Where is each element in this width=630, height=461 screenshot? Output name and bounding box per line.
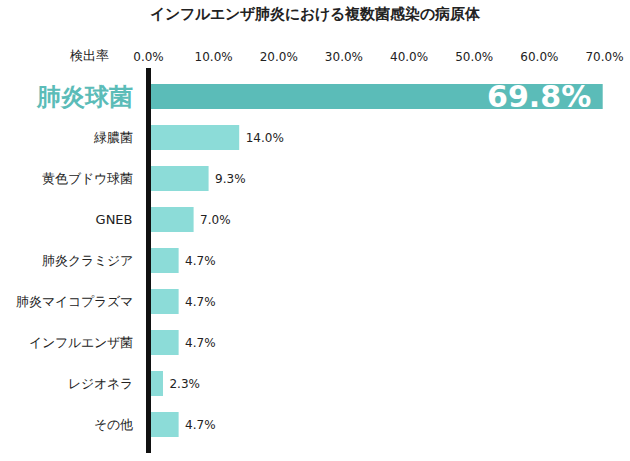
svg-text:7.0%: 7.0%: [200, 213, 231, 227]
svg-text:インフルエンザ菌: インフルエンザ菌: [29, 335, 133, 350]
svg-text:14.0%: 14.0%: [246, 131, 284, 145]
svg-text:69.8%: 69.8%: [487, 79, 591, 114]
svg-text:0.0%: 0.0%: [133, 50, 164, 64]
svg-text:20.0%: 20.0%: [260, 50, 298, 64]
svg-text:緑膿菌: 緑膿菌: [93, 130, 133, 145]
svg-text:黄色ブドウ球菌: 黄色ブドウ球菌: [42, 171, 133, 186]
svg-text:GNEB: GNEB: [96, 212, 133, 227]
html-text:インフルエンザ肺炎における複数菌感染の病原体: インフルエンザ肺炎における複数菌感染の病原体: [150, 5, 480, 23]
svg-text:肺炎マイコプラズマ: 肺炎マイコプラズマ: [16, 294, 133, 309]
svg-text:肺炎クラミジア: 肺炎クラミジア: [42, 253, 133, 268]
svg-text:70.0%: 70.0%: [585, 50, 623, 64]
svg-text:検出率: 検出率: [70, 48, 109, 63]
svg-text:4.7%: 4.7%: [185, 295, 216, 309]
svg-text:4.7%: 4.7%: [185, 336, 216, 350]
svg-text:40.0%: 40.0%: [390, 50, 428, 64]
svg-text:2.3%: 2.3%: [169, 377, 200, 391]
svg-text:4.7%: 4.7%: [185, 418, 216, 432]
svg-text:60.0%: 60.0%: [520, 50, 558, 64]
svg-text:4.7%: 4.7%: [185, 254, 216, 268]
svg-text:50.0%: 50.0%: [455, 50, 493, 64]
svg-text:その他: その他: [94, 417, 133, 432]
svg-text:肺炎球菌: 肺炎球菌: [36, 83, 133, 111]
svg-text:レジオネラ: レジオネラ: [68, 376, 133, 391]
svg-text:10.0%: 10.0%: [195, 50, 233, 64]
svg-text:30.0%: 30.0%: [325, 50, 363, 64]
svg-text:9.3%: 9.3%: [215, 172, 246, 186]
